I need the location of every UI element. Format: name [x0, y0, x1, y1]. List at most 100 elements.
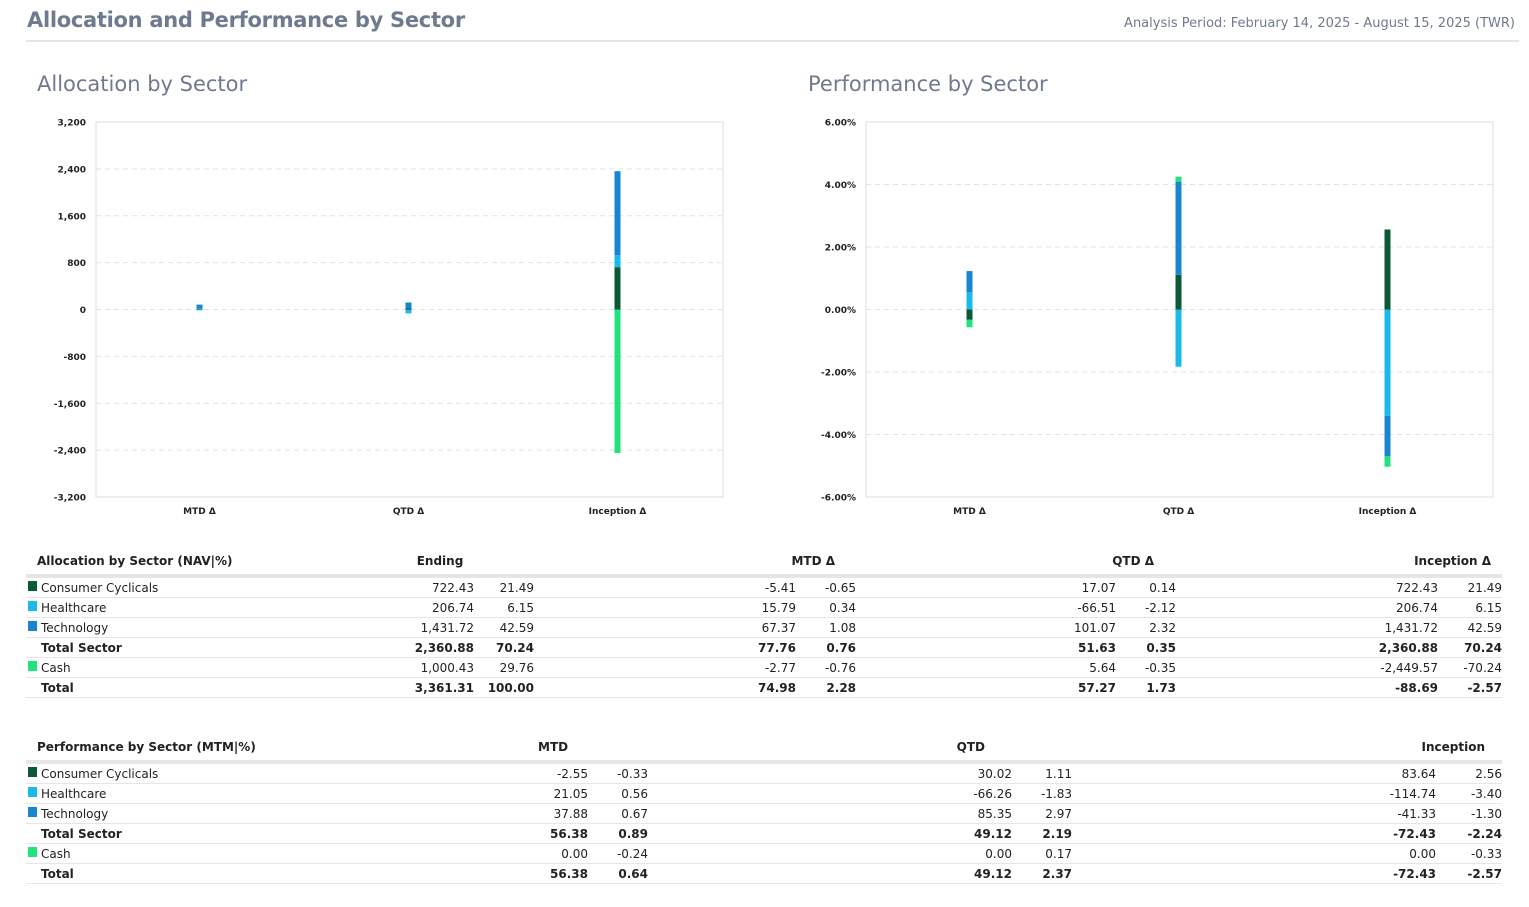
row-label-cell: Total [26, 677, 346, 698]
legend-swatch [28, 661, 37, 671]
table-cell: 21.05 [528, 783, 588, 804]
bar-segment-technology-0 [966, 271, 973, 292]
bar-segment-technology-1 [405, 302, 412, 309]
performance-header-label: Performance by Sector (MTM|%) [26, 734, 528, 764]
table-cell: 0.56 [588, 783, 648, 804]
x-tick-label: Inception Δ [1359, 507, 1417, 517]
table-cell: -88.69 [1176, 677, 1439, 698]
table-cell: 5.64 [856, 657, 1117, 678]
table-cell: 83.64 [1072, 762, 1437, 784]
bar-segment-healthcare-1 [405, 309, 412, 314]
legend-swatch [28, 847, 37, 857]
x-tick-label: QTD Δ [1163, 507, 1194, 517]
performance-chart-title: Performance by Sector [808, 72, 1048, 96]
row-label: Total [41, 866, 74, 881]
table-cell: -0.24 [588, 843, 648, 864]
performance-chart: 6.00% 4.00% 2.00% 0.00% -2.00% -4.00% -6.00% MT… [821, 119, 1494, 517]
legend-swatch [28, 621, 37, 631]
y-tick-label: 4.00% [825, 181, 856, 191]
performance-header-inception: Inception [1072, 734, 1503, 764]
allocation-header-ending: Ending [346, 548, 535, 578]
y-tick-label: 0.00% [825, 306, 856, 316]
bar-segment-consumer-cyclicals-0 [196, 309, 203, 310]
table-cell: 15.79 [534, 597, 797, 618]
bar-segment-technology-1 [1175, 182, 1182, 275]
row-label: Total Sector [41, 640, 122, 655]
table-cell: 0.14 [1116, 576, 1177, 598]
table-cell: 77.76 [534, 637, 797, 658]
table-row-healthcare: Healthcare 206.74 6.15 15.79 0.34 -66.51 -2.12… [26, 597, 1503, 618]
bar-segment-consumer-cyclicals-2 [1384, 229, 1391, 310]
bar-segment-consumer-cyclicals-1 [1175, 274, 1182, 310]
table-cell: 2.37 [1012, 863, 1073, 884]
y-tick-label: -800 [63, 353, 86, 363]
row-label: Healthcare [41, 600, 107, 615]
row-label-cell: Healthcare [26, 783, 528, 804]
table-cell: -72.43 [1072, 823, 1437, 844]
table-cell: -2.77 [534, 657, 797, 678]
table-cell: 6.15 [474, 597, 535, 618]
table-cell: 1,431.72 [1176, 617, 1439, 638]
row-label-cell: Total Sector [26, 637, 346, 658]
legend-swatch [28, 807, 37, 817]
table-cell: 101.07 [856, 617, 1117, 638]
legend-swatch [28, 601, 37, 611]
row-label: Technology [41, 620, 109, 635]
bar-segment-cash-1 [1175, 176, 1182, 182]
row-label: Total [41, 680, 74, 695]
table-cell: -0.76 [796, 657, 857, 678]
x-tick-label: QTD Δ [393, 507, 424, 517]
table-row-cash: Cash 0.00 -0.24 0.00 0.17 0.00 -0.33 [26, 843, 1503, 864]
table-row-consumer-cyclicals: Consumer Cyclicals 722.43 21.49 -5.41 -0.65 1… [26, 576, 1503, 598]
table-row-technology: Technology 1,431.72 42.59 67.37 1.08 101.07 2.… [26, 617, 1503, 638]
table-cell: 74.98 [534, 677, 797, 698]
row-label: Total Sector [41, 826, 122, 841]
y-tick-label: 1,600 [58, 212, 86, 222]
table-cell: 1,000.43 [346, 657, 474, 678]
table-cell: 722.43 [346, 576, 474, 598]
legend-swatch [28, 581, 37, 591]
allocation-header-label: Allocation by Sector (NAV|%) [26, 548, 346, 578]
table-cell: 17.07 [856, 576, 1117, 598]
row-label-cell: Healthcare [26, 597, 346, 618]
performance-table: Performance by Sector (MTM|%) MTD QTD In… [26, 734, 1503, 884]
row-label-cell: Technology [26, 617, 346, 638]
allocation-header-qtd: QTD Δ [856, 548, 1177, 578]
table-cell: 0.35 [1116, 637, 1177, 658]
row-label-cell: Total [26, 863, 528, 884]
table-cell: 206.74 [346, 597, 474, 618]
bar-segment-cash-0 [966, 319, 973, 328]
legend-swatch [28, 767, 37, 777]
performance-header-mtd: MTD [528, 734, 648, 764]
y-tick-label: 2,400 [58, 165, 86, 175]
table-cell: 1.08 [796, 617, 857, 638]
row-label-cell: Cash [26, 843, 528, 864]
table-row-consumer-cyclicals: Consumer Cyclicals -2.55 -0.33 30.02 1.11 83.… [26, 762, 1503, 784]
table-row-healthcare: Healthcare 21.05 0.56 -66.26 -1.83 -114.74 -3.… [26, 783, 1503, 804]
table-cell: 21.49 [474, 576, 535, 598]
bar-segment-cash-0 [196, 309, 203, 311]
allocation-chart-title: Allocation by Sector [37, 72, 248, 96]
row-label-cell: Total Sector [26, 823, 528, 844]
table-cell: 722.43 [1176, 576, 1439, 598]
table-cell: -3.40 [1436, 783, 1503, 804]
table-cell: 1.73 [1116, 677, 1177, 698]
bar-segment-consumer-cyclicals-1 [405, 308, 412, 310]
table-cell: 49.12 [648, 823, 1012, 844]
analysis-period: Analysis Period: February 14, 2025 - Aug… [1124, 16, 1515, 31]
table-cell: 3,361.31 [346, 677, 474, 698]
row-label: Healthcare [41, 786, 107, 801]
bar-segment-technology-2 [1384, 415, 1391, 457]
y-tick-label: -2.00% [821, 369, 856, 379]
table-cell: 0.76 [796, 637, 857, 658]
table-cell: 0.00 [1072, 843, 1437, 864]
table-cell: -2,449.57 [1176, 657, 1439, 678]
table-cell: -2.24 [1436, 823, 1503, 844]
table-cell: -2.55 [528, 762, 588, 784]
table-cell: 0.00 [528, 843, 588, 864]
bar-segment-healthcare-1 [1175, 309, 1182, 367]
table-cell: 0.17 [1012, 843, 1073, 864]
table-cell: -41.33 [1072, 803, 1437, 824]
table-cell: 2.97 [1012, 803, 1073, 824]
table-row-total: Total 3,361.31 100.00 74.98 2.28 57.27 1.73 -88… [26, 677, 1503, 698]
